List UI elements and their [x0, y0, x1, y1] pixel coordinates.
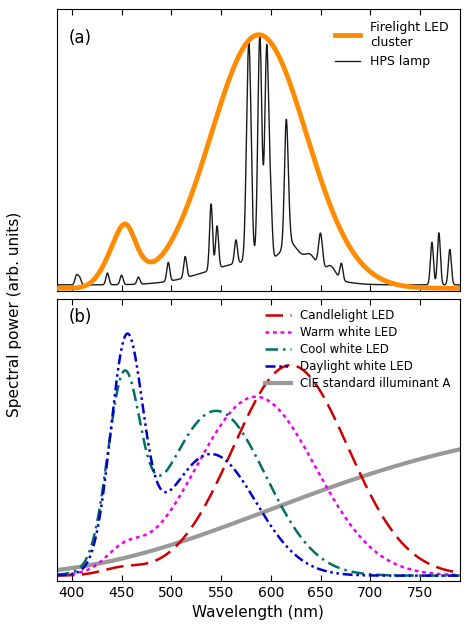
Legend: Firelight LED
cluster, HPS lamp: Firelight LED cluster, HPS lamp	[330, 16, 454, 73]
Legend: Candlelight LED, Warm white LED, Cool white LED, Daylight white LED, CIE standar: Candlelight LED, Warm white LED, Cool wh…	[261, 305, 454, 394]
X-axis label: Wavelength (nm): Wavelength (nm)	[192, 605, 324, 620]
Text: (a): (a)	[69, 29, 92, 47]
Text: Spectral power (arb. units): Spectral power (arb. units)	[7, 212, 22, 416]
Text: (b): (b)	[69, 308, 92, 326]
